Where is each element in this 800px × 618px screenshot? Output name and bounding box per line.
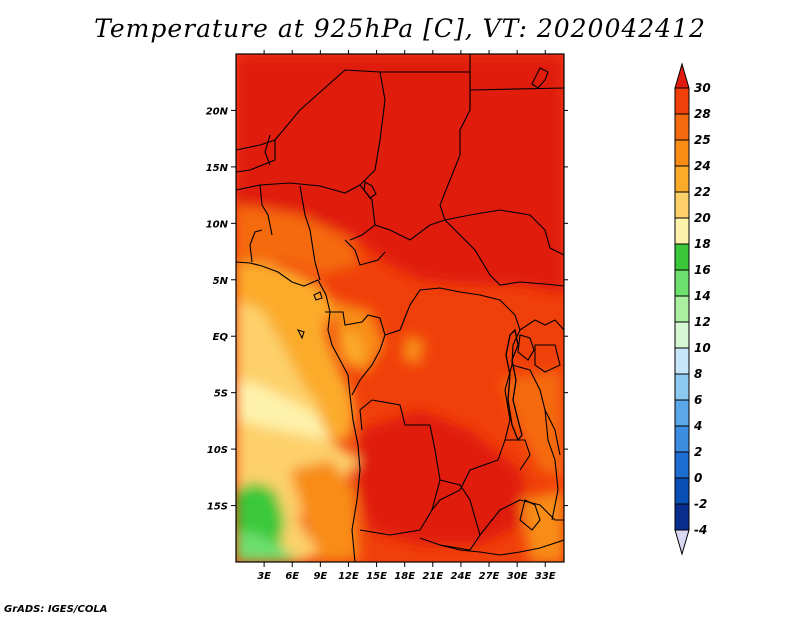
colorbar-label: -4: [694, 523, 707, 537]
lon-tick-label: 24E: [451, 571, 472, 582]
lat-tick-label: 5S: [214, 389, 228, 400]
grads-credit: GrADS: IGES/COLA: [4, 604, 108, 615]
lon-tick-label: 21E: [422, 571, 443, 582]
lon-tick-label: 27E: [479, 571, 500, 582]
colorbar-label: 22: [694, 185, 711, 199]
lat-tick-label: 15S: [207, 502, 228, 513]
colorbar-box: [674, 139, 690, 167]
colorbar-label: 30: [694, 81, 711, 95]
colorbar-box: [674, 503, 690, 531]
colorbar-box: [674, 113, 690, 141]
colorbar-label: -2: [694, 497, 707, 511]
lon-tick-label: 18E: [394, 571, 415, 582]
country-borders: [236, 54, 564, 562]
colorbar-box: [674, 321, 690, 349]
lon-tick-label: 33E: [535, 571, 556, 582]
plot-frame: [235, 53, 565, 563]
lat-axis: 20N 15N 10N 5N EQ 5S 10S 15S: [206, 106, 568, 513]
colorbar-label: 28: [694, 107, 711, 121]
lon-tick-label: 12E: [338, 571, 359, 582]
lat-tick-label: 10N: [206, 219, 229, 230]
colorbar-box: [674, 373, 690, 401]
colorbar-label: 16: [694, 263, 711, 277]
colorbar-box: [674, 399, 690, 427]
colorbar-box: [674, 243, 690, 271]
colorbar-label: 18: [694, 237, 711, 251]
map-title: Temperature at 925hPa [C], VT: 202004241…: [94, 14, 706, 43]
colorbar-label: 10: [694, 341, 711, 355]
lon-axis: 3E 6E 9E 12E 15E 18E 21E 24E 27E 30E 33E: [257, 50, 556, 582]
colorbar-label: 2: [694, 445, 702, 459]
colorbar-box: [674, 87, 690, 115]
colorbar-box: [674, 295, 690, 323]
lat-tick-label: 10S: [207, 445, 228, 456]
colorbar-box: [674, 191, 690, 219]
colorbar-label: 6: [694, 393, 702, 407]
lon-tick-label: 6E: [285, 571, 299, 582]
lon-tick-label: 15E: [366, 571, 387, 582]
colorbar-box: [674, 217, 690, 245]
colorbar-label: 4: [693, 419, 702, 433]
lat-tick-label: 15N: [206, 163, 229, 174]
colorbar-min-arrow: [674, 529, 690, 556]
colorbar-label: 20: [694, 211, 711, 225]
lon-tick-label: 9E: [313, 571, 327, 582]
colorbar-label: 8: [694, 367, 702, 381]
lon-tick-label: 3E: [257, 571, 271, 582]
colorbar-label: 0: [694, 471, 702, 485]
colorbar-box: [674, 477, 690, 505]
colorbar-box: [674, 269, 690, 297]
lat-tick-label: EQ: [213, 332, 229, 343]
colorbar-max-arrow: [674, 62, 690, 89]
colorbar-box: [674, 347, 690, 375]
lon-tick-label: 30E: [507, 571, 528, 582]
colorbar-label: 12: [694, 315, 711, 329]
temperature-field: [236, 54, 564, 562]
colorbar-label: 25: [694, 133, 711, 147]
colorbar-label: 14: [694, 289, 711, 303]
lat-tick-label: 20N: [206, 106, 229, 117]
colorbar-box: [674, 425, 690, 453]
lat-tick-label: 5N: [213, 276, 229, 287]
colorbar-box: [674, 165, 690, 193]
colorbar-box: [674, 451, 690, 479]
colorbar-label: 24: [694, 159, 711, 173]
